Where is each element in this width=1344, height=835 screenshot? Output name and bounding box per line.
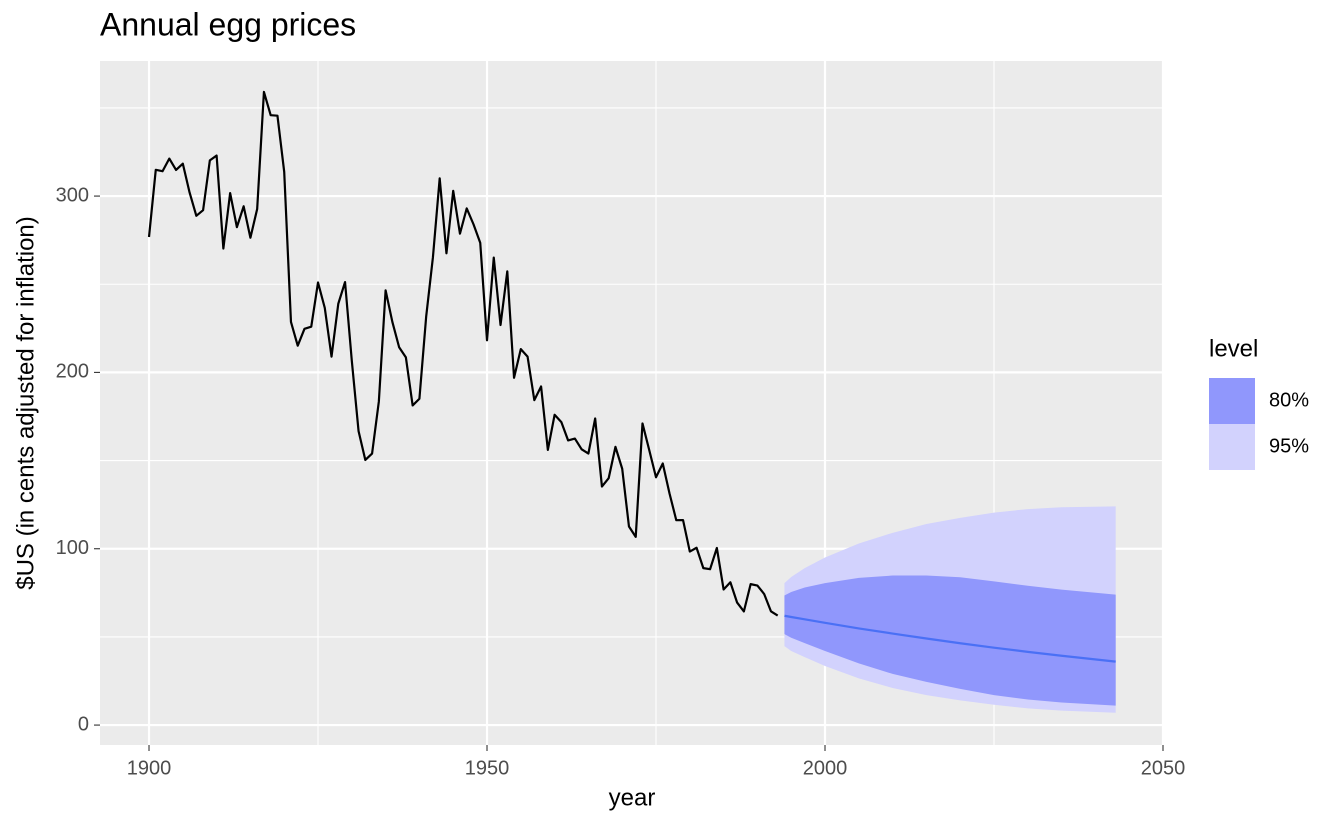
marks	[147, 90, 1116, 713]
forecast-mean	[784, 614, 1116, 663]
y-tick-label: 0	[78, 713, 89, 735]
legend-key	[1209, 378, 1255, 424]
y-axis-title: $US (in cents adjusted for inflation)	[12, 216, 39, 590]
x-axis-title: year	[609, 784, 656, 811]
legend-title: level	[1209, 335, 1258, 362]
x-tick-label: 1900	[127, 757, 172, 779]
chart-title: Annual egg prices	[100, 6, 356, 42]
x-tick-label: 2000	[803, 757, 848, 779]
legend-label: 80%	[1269, 389, 1309, 411]
y-tick-label: 300	[56, 184, 89, 206]
legend-key	[1209, 424, 1255, 470]
y-tick-label: 100	[56, 537, 89, 559]
y-tick-label: 200	[56, 361, 89, 383]
legend-label: 95%	[1269, 435, 1309, 457]
x-tick-label: 2050	[1141, 757, 1186, 779]
interval-band	[784, 575, 1116, 706]
series-line	[147, 90, 779, 617]
grid: 1900 1950 2000 2050 0 100 200 300	[56, 61, 1186, 779]
x-tick-label: 1950	[465, 757, 510, 779]
legend: 80% 95%	[1209, 378, 1309, 470]
